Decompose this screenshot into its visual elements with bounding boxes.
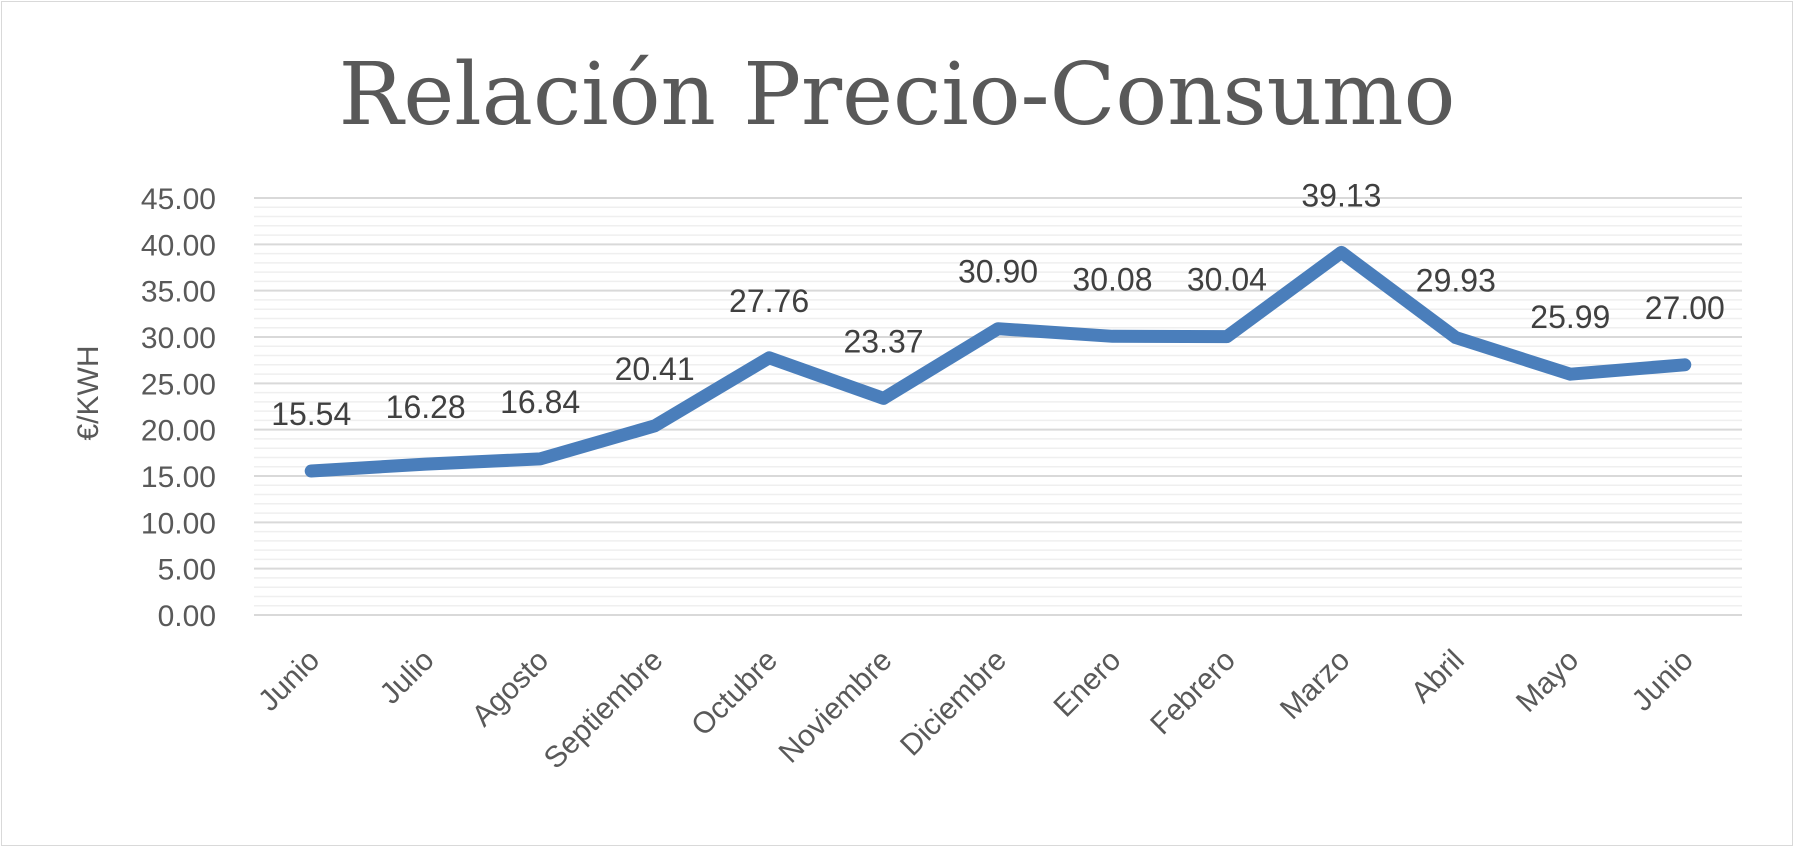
data-label: 39.13 [1301,177,1381,213]
x-tick-label: Julio [374,644,441,711]
y-tick-label: 5.00 [158,554,216,587]
data-label: 16.28 [386,389,466,425]
data-label: 27.76 [729,283,809,319]
series-line-group [304,245,1692,478]
y-tick-label: 40.00 [141,229,216,262]
data-label: 30.08 [1072,261,1152,297]
x-tick-label: Junio [1626,644,1700,718]
series-line [304,245,1692,478]
x-tick-label: Noviembre [773,644,899,770]
gridlines [254,197,1742,616]
x-tick-label: Diciembre [894,644,1013,763]
x-tick-label: Junio [252,644,326,718]
x-tick-label: Febrero [1144,644,1242,742]
y-axis-label: €/KWH [72,345,105,440]
x-tick-label: Agosto [466,644,555,733]
x-tick-label: Mayo [1510,644,1585,719]
data-label: 15.54 [271,396,351,432]
y-tick-label: 45.00 [141,183,216,216]
data-labels: 15.54 16.28 16.84 20.41 27.76 23.37 30.90 30.08… [271,177,1725,432]
data-label: 27.00 [1645,290,1725,326]
y-tick-label: 35.00 [141,276,216,309]
y-tick-label: 25.00 [141,368,216,401]
x-tick-label: Marzo [1274,644,1356,726]
x-tick-label: Octubre [685,644,784,743]
y-axis-ticks: 0.00 5.00 10.00 15.00 20.00 25.00 30.00 35.00 40… [141,183,216,633]
y-tick-label: 15.00 [141,461,216,494]
data-label: 30.04 [1187,262,1267,298]
y-tick-label: 0.00 [158,600,216,633]
y-tick-label: 10.00 [141,507,216,540]
data-label: 30.90 [958,254,1038,290]
y-tick-label: 20.00 [141,415,216,448]
x-tick-label: Abril [1405,644,1471,710]
data-label: 25.99 [1530,299,1610,335]
data-label: 20.41 [615,351,695,387]
data-label: 29.93 [1416,263,1496,299]
x-tick-label: Septiembre [538,644,670,776]
data-label: 16.84 [500,384,580,420]
x-tick-label: Enero [1047,644,1127,724]
y-tick-label: 30.00 [141,322,216,355]
data-label: 23.37 [843,323,923,359]
chart-title: Relación Precio-Consumo [339,45,1456,145]
